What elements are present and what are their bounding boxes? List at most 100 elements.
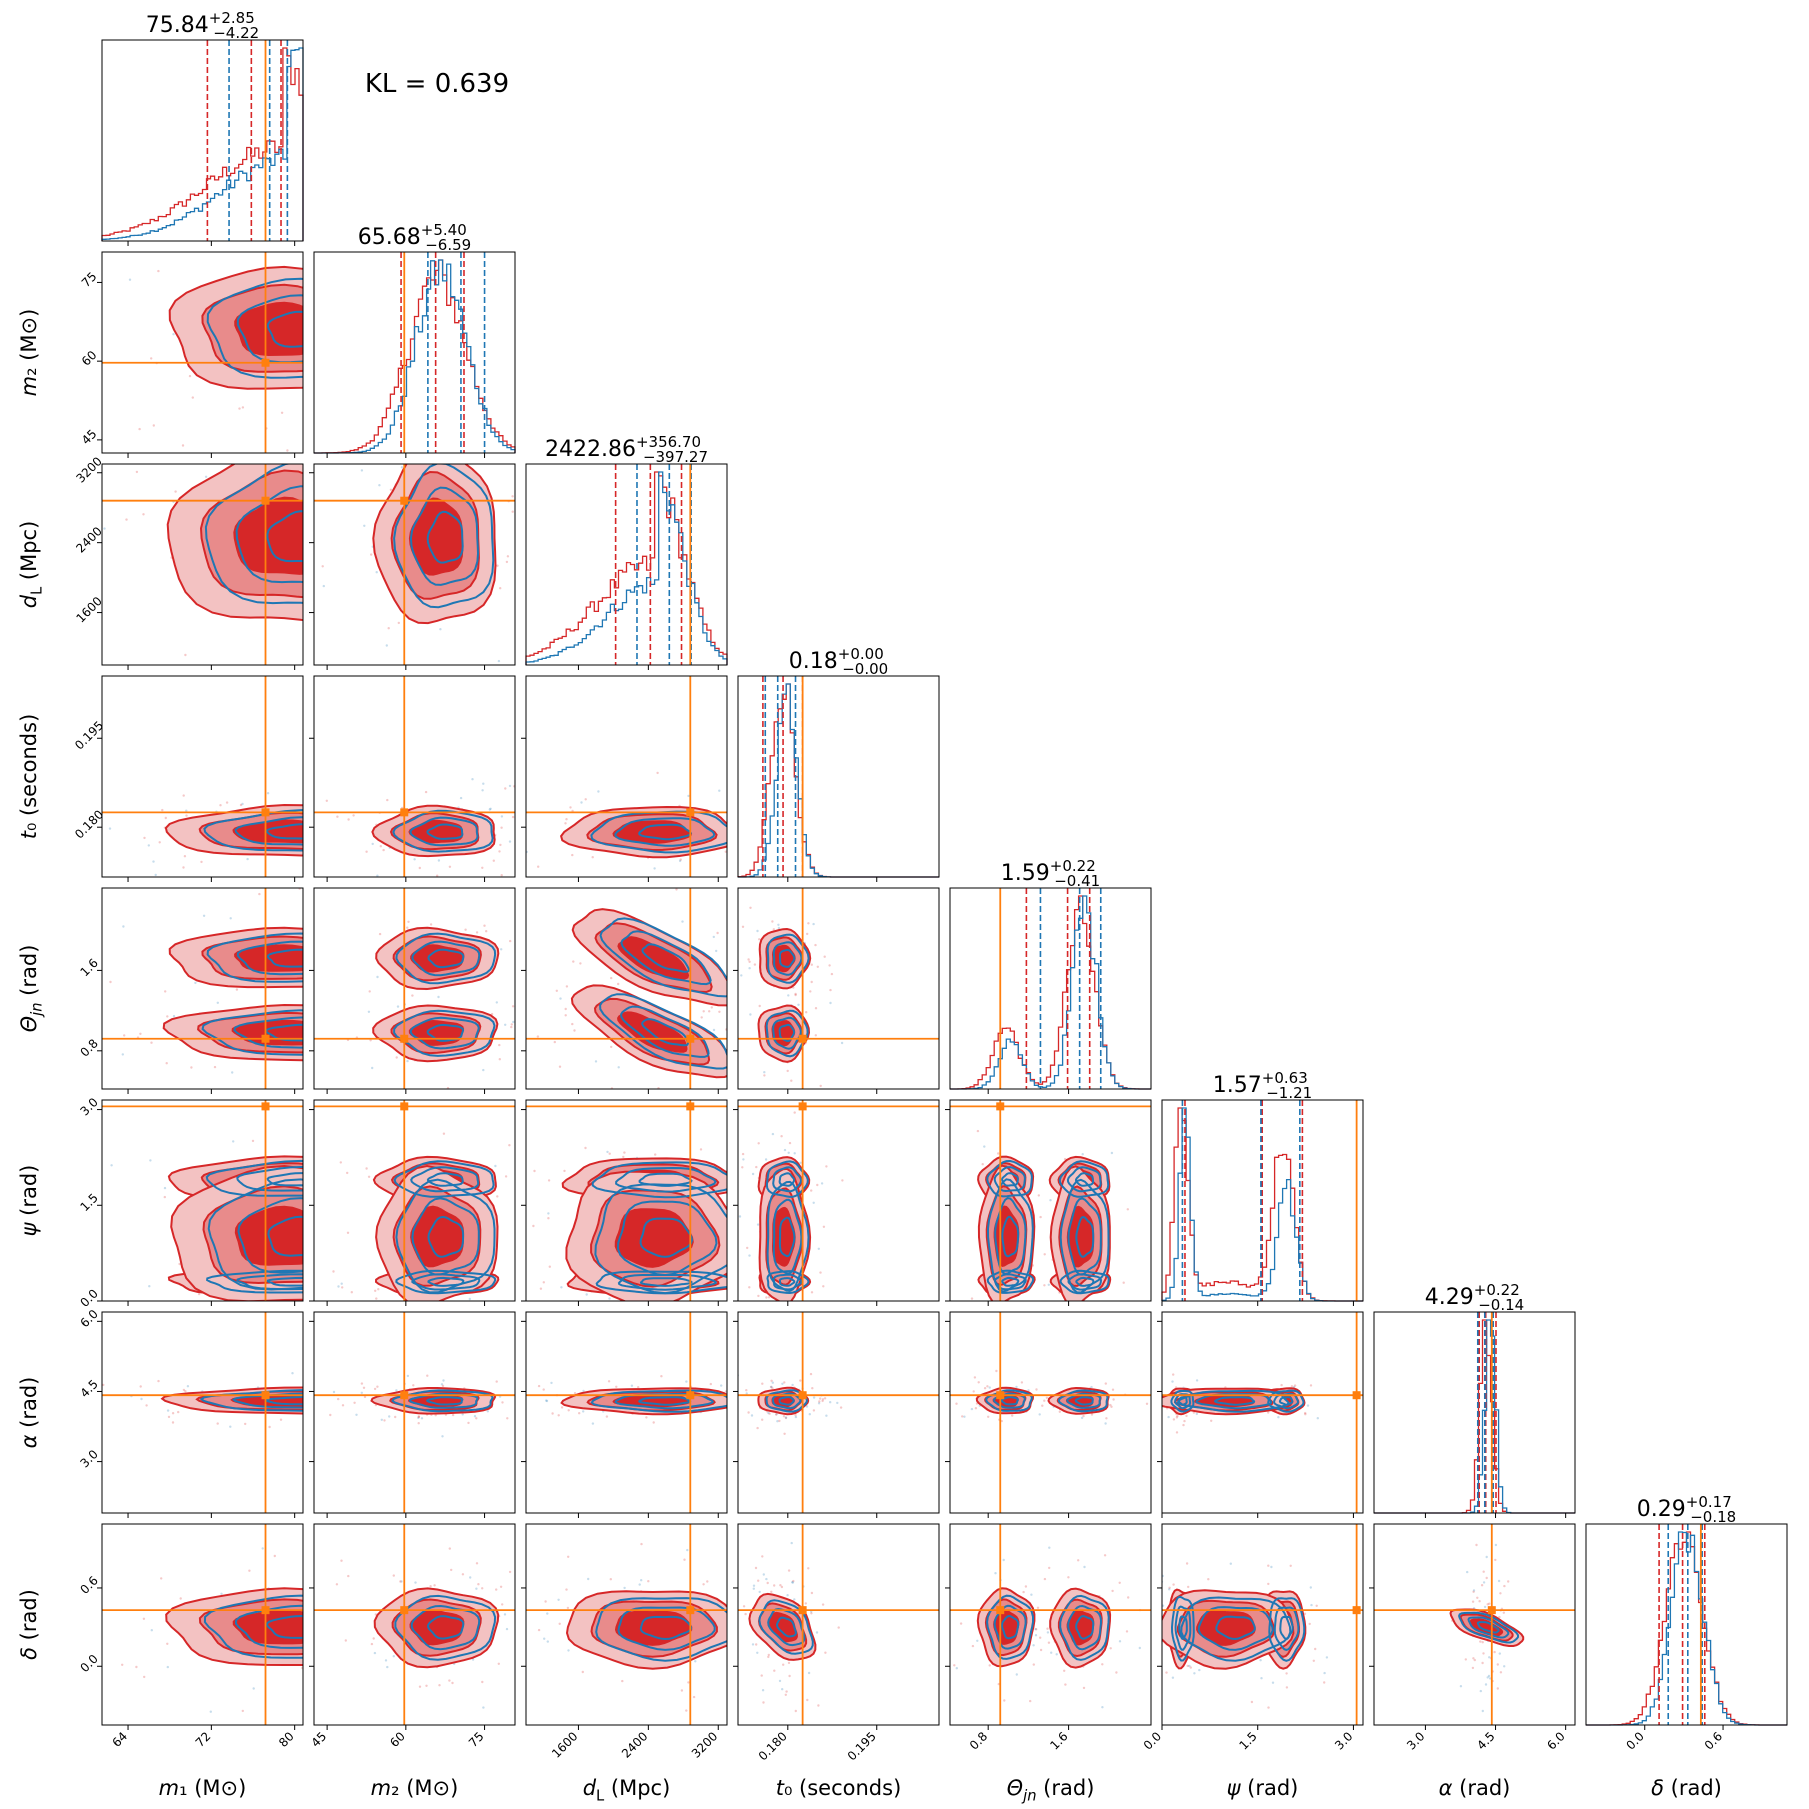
scatter-point	[361, 480, 363, 482]
scatter-point	[401, 1575, 403, 1577]
ytick-label-t0: 0.195	[72, 718, 106, 752]
scatter-point	[150, 1629, 153, 1632]
contour-primary-2	[410, 1205, 465, 1268]
contour-secondary-0	[391, 1389, 494, 1413]
contour-secondary-0	[201, 1009, 303, 1056]
scatter-point	[1182, 1423, 1185, 1427]
contour-secondary-0	[590, 1389, 727, 1413]
scatter-point	[1109, 1403, 1112, 1407]
scatter-point	[346, 1231, 350, 1235]
scatter-point	[630, 1384, 634, 1387]
scatter-point	[471, 778, 474, 781]
frame	[101, 251, 304, 454]
scatter-point	[184, 1390, 187, 1393]
contour-secondary-2	[265, 1023, 303, 1042]
scatter-point	[438, 349, 440, 351]
scatter-point	[382, 270, 384, 272]
panel-m2-delta	[313, 1523, 579, 1733]
scatter-point	[794, 1414, 797, 1417]
xtick-label-t0: 0.195	[845, 1729, 879, 1763]
scatter-point	[1050, 1651, 1053, 1654]
contour-secondary-0	[985, 1389, 1033, 1412]
contour-secondary-1	[772, 1166, 803, 1193]
xtick-label-dL: 2400	[619, 1729, 650, 1760]
scatter-point	[377, 1648, 379, 1650]
scatter-point	[522, 820, 524, 822]
scatter-point	[811, 1387, 814, 1390]
scatter-point	[367, 304, 369, 306]
scatter-point	[140, 1397, 143, 1401]
scatter-point	[1185, 1562, 1189, 1565]
scatter-point	[488, 1688, 490, 1690]
scatter-point	[172, 1014, 176, 1018]
scatter-point	[983, 1387, 987, 1390]
scatter-point	[451, 1155, 453, 1157]
yaxis-label-theta_jn: Θjn (rad)	[17, 945, 45, 1033]
scatter-point	[781, 1382, 784, 1386]
title-dL: 2422.86+356.70 −397.27	[545, 433, 708, 466]
frame	[313, 463, 516, 666]
scatter-point	[502, 804, 504, 806]
scatter-point	[734, 1066, 736, 1068]
scatter-point	[1110, 1405, 1113, 1409]
scatter-point	[808, 1413, 811, 1416]
scatter-point	[299, 456, 301, 458]
scatter-point	[577, 1731, 579, 1733]
scatter-point	[1314, 1647, 1317, 1651]
scatter-point	[575, 344, 577, 346]
scatter-point	[547, 1595, 549, 1597]
scatter-point	[572, 960, 575, 963]
scatter-point	[1136, 1388, 1138, 1390]
scatter-point	[1058, 1410, 1062, 1414]
scatter-point	[1111, 1388, 1115, 1391]
scatter-point	[547, 1212, 550, 1215]
scatter-point	[316, 449, 318, 451]
scatter-point	[509, 939, 512, 943]
scatter-point	[1090, 1385, 1093, 1389]
ytick-label-delta: 0.6	[77, 1573, 100, 1596]
scatter-point	[1109, 1647, 1112, 1650]
scatter-point	[749, 906, 752, 909]
scatter-point	[821, 1603, 825, 1606]
scatter-point	[332, 1170, 334, 1172]
scatter-point	[321, 565, 324, 568]
scatter-point	[1049, 1199, 1052, 1202]
scatter-point	[1032, 1644, 1035, 1647]
panel-dL-psi	[525, 1099, 728, 1302]
scatter-point	[1285, 1686, 1289, 1689]
scatter-point	[163, 1186, 167, 1190]
scatter-point	[685, 1380, 688, 1383]
scatter-point	[988, 1664, 991, 1667]
scatter-point	[814, 1007, 818, 1010]
frame	[313, 675, 516, 878]
scatter-point	[787, 994, 790, 997]
scatter-point	[819, 1084, 822, 1088]
contour-secondary-0	[393, 1009, 496, 1057]
scatter-point	[794, 1709, 797, 1713]
scatter-point	[497, 659, 501, 663]
xaxis-label-m2: m₂ (M⊙)	[371, 1776, 459, 1800]
scatter-point	[773, 1584, 776, 1587]
scatter-point	[819, 1271, 822, 1274]
scatter-point	[578, 1412, 581, 1415]
scatter-point	[164, 816, 167, 820]
frame	[313, 1523, 516, 1726]
scatter-point	[275, 448, 277, 450]
scatter-point	[200, 860, 203, 864]
hist-secondary-m1	[101, 47, 304, 241]
scatter-point	[1039, 1636, 1042, 1639]
scatter-point	[623, 1586, 626, 1590]
scatter-point	[1498, 1652, 1502, 1655]
scatter-point	[406, 1059, 409, 1063]
scatter-point	[645, 1416, 648, 1419]
scatter-point	[475, 1587, 478, 1590]
scatter-point	[564, 822, 567, 825]
scatter-point	[322, 584, 325, 588]
scatter-point	[329, 1413, 332, 1417]
scatter-point	[587, 1577, 590, 1581]
panel-content-1-2	[314, 349, 515, 665]
scatter-point	[366, 1386, 368, 1388]
scatter-point	[973, 1376, 977, 1379]
scatter-point	[503, 1613, 507, 1616]
scatter-point	[733, 952, 735, 954]
